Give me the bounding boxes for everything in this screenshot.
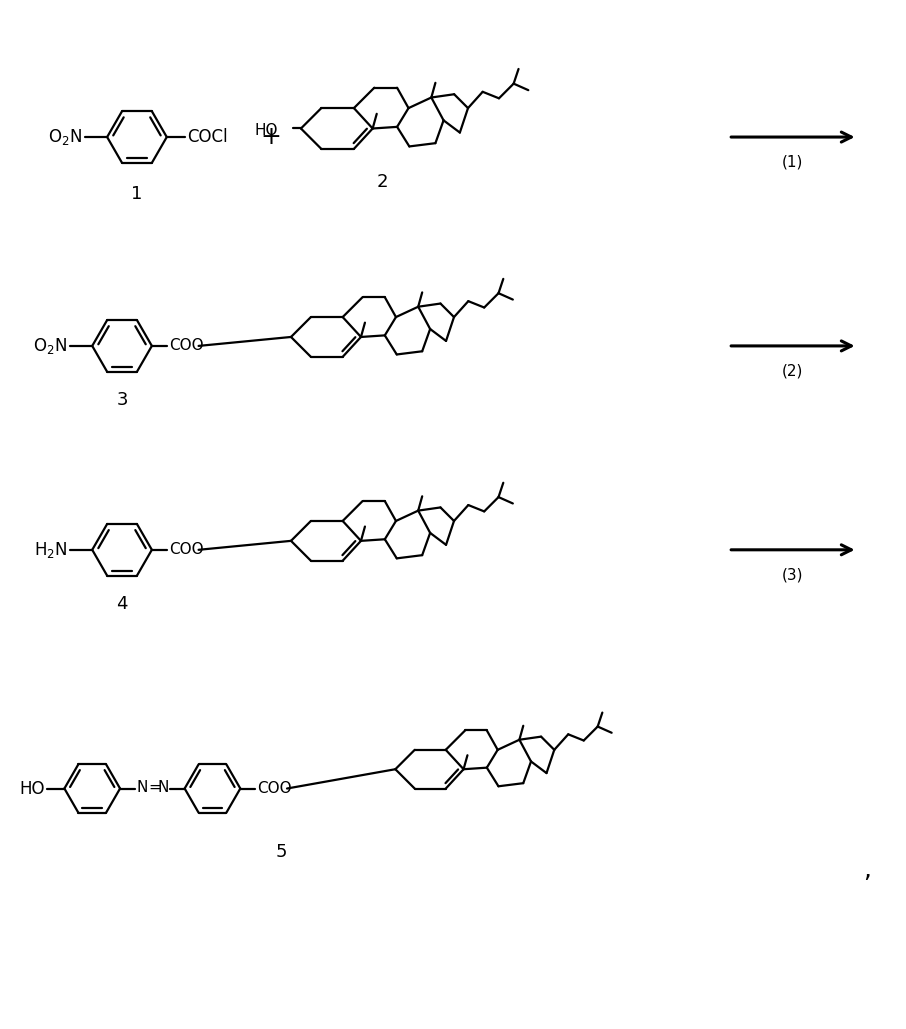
Text: HO: HO [255,123,278,138]
Text: (1): (1) [782,155,804,170]
Text: 5: 5 [275,843,287,861]
Text: COCl: COCl [187,128,227,146]
Text: N: N [137,780,149,795]
Text: COO: COO [169,339,203,353]
Text: +: + [261,126,282,149]
Text: 4: 4 [116,595,128,612]
Text: 2: 2 [377,173,388,191]
Text: 1: 1 [131,185,142,203]
Text: COO: COO [169,542,203,558]
Text: O$_2$N: O$_2$N [48,127,82,147]
Text: =: = [148,780,160,795]
Text: H$_2$N: H$_2$N [34,540,67,560]
Text: ,: , [863,858,872,882]
Text: HO: HO [19,780,44,797]
Text: COO: COO [257,781,292,796]
Text: (2): (2) [782,364,804,379]
Text: N: N [158,780,169,795]
Text: O$_2$N: O$_2$N [34,335,67,356]
Text: 3: 3 [116,391,128,409]
Text: (3): (3) [782,568,804,582]
